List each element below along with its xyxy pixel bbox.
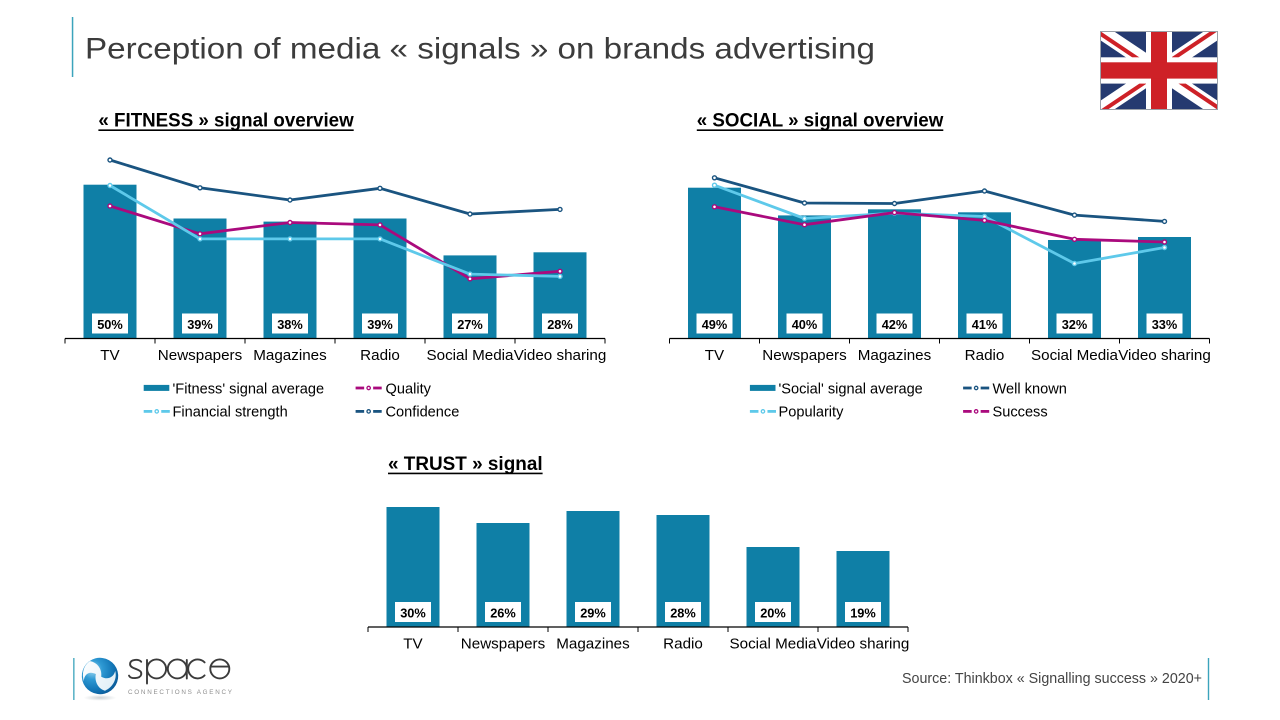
svg-text:TV: TV <box>705 347 725 364</box>
svg-text:38%: 38% <box>277 317 303 332</box>
svg-text:Video sharing: Video sharing <box>817 636 910 653</box>
svg-text:Popularity: Popularity <box>779 405 845 421</box>
svg-text:49%: 49% <box>702 317 728 332</box>
svg-text:« SOCIAL » signal overview: « SOCIAL » signal overview <box>697 111 944 132</box>
svg-text:Perception of media « signals: Perception of media « signals » on brand… <box>85 33 875 66</box>
svg-text:29%: 29% <box>580 605 606 620</box>
svg-text:42%: 42% <box>882 317 908 332</box>
svg-text:Radio: Radio <box>663 636 703 653</box>
svg-text:TV: TV <box>100 347 120 364</box>
svg-text:Newspapers: Newspapers <box>158 347 243 364</box>
svg-text:32%: 32% <box>1062 317 1088 332</box>
svg-text:26%: 26% <box>490 605 516 620</box>
svg-text:19%: 19% <box>850 605 876 620</box>
svg-text:50%: 50% <box>97 317 123 332</box>
svg-text:28%: 28% <box>547 317 573 332</box>
svg-text:30%: 30% <box>400 605 426 620</box>
svg-text:Well known: Well known <box>993 381 1067 397</box>
svg-text:Magazines: Magazines <box>253 347 327 364</box>
svg-text:41%: 41% <box>972 317 998 332</box>
svg-text:Financial strength: Financial strength <box>173 405 288 421</box>
svg-text:Social Media: Social Media <box>427 347 515 364</box>
svg-text:Source: Thinkbox « Signalling: Source: Thinkbox « Signalling success » … <box>902 670 1202 687</box>
svg-text:'Fitness' signal average: 'Fitness' signal average <box>173 381 325 397</box>
svg-text:Video sharing: Video sharing <box>1118 347 1211 364</box>
svg-text:Success: Success <box>993 405 1048 421</box>
svg-text:Magazines: Magazines <box>556 636 630 653</box>
svg-text:« TRUST » signal: « TRUST » signal <box>388 454 543 475</box>
svg-text:Video sharing: Video sharing <box>514 347 607 364</box>
svg-text:Quality: Quality <box>386 381 432 397</box>
svg-text:39%: 39% <box>367 317 393 332</box>
svg-text:27%: 27% <box>457 317 483 332</box>
svg-text:33%: 33% <box>1152 317 1178 332</box>
svg-text:Newspapers: Newspapers <box>461 636 546 653</box>
svg-text:28%: 28% <box>670 605 696 620</box>
svg-text:20%: 20% <box>760 605 786 620</box>
svg-text:Social Media: Social Media <box>1031 347 1119 364</box>
svg-text:Confidence: Confidence <box>386 405 460 421</box>
svg-text:Magazines: Magazines <box>858 347 932 364</box>
svg-text:40%: 40% <box>792 317 818 332</box>
svg-text:TV: TV <box>403 636 423 653</box>
svg-text:« FITNESS » signal overview: « FITNESS » signal overview <box>98 111 354 132</box>
svg-text:Radio: Radio <box>360 347 400 364</box>
svg-text:'Social' signal average: 'Social' signal average <box>779 381 923 397</box>
svg-text:Newspapers: Newspapers <box>762 347 847 364</box>
svg-text:Social Media: Social Media <box>730 636 818 653</box>
svg-text:Radio: Radio <box>965 347 1005 364</box>
svg-text:39%: 39% <box>187 317 213 332</box>
